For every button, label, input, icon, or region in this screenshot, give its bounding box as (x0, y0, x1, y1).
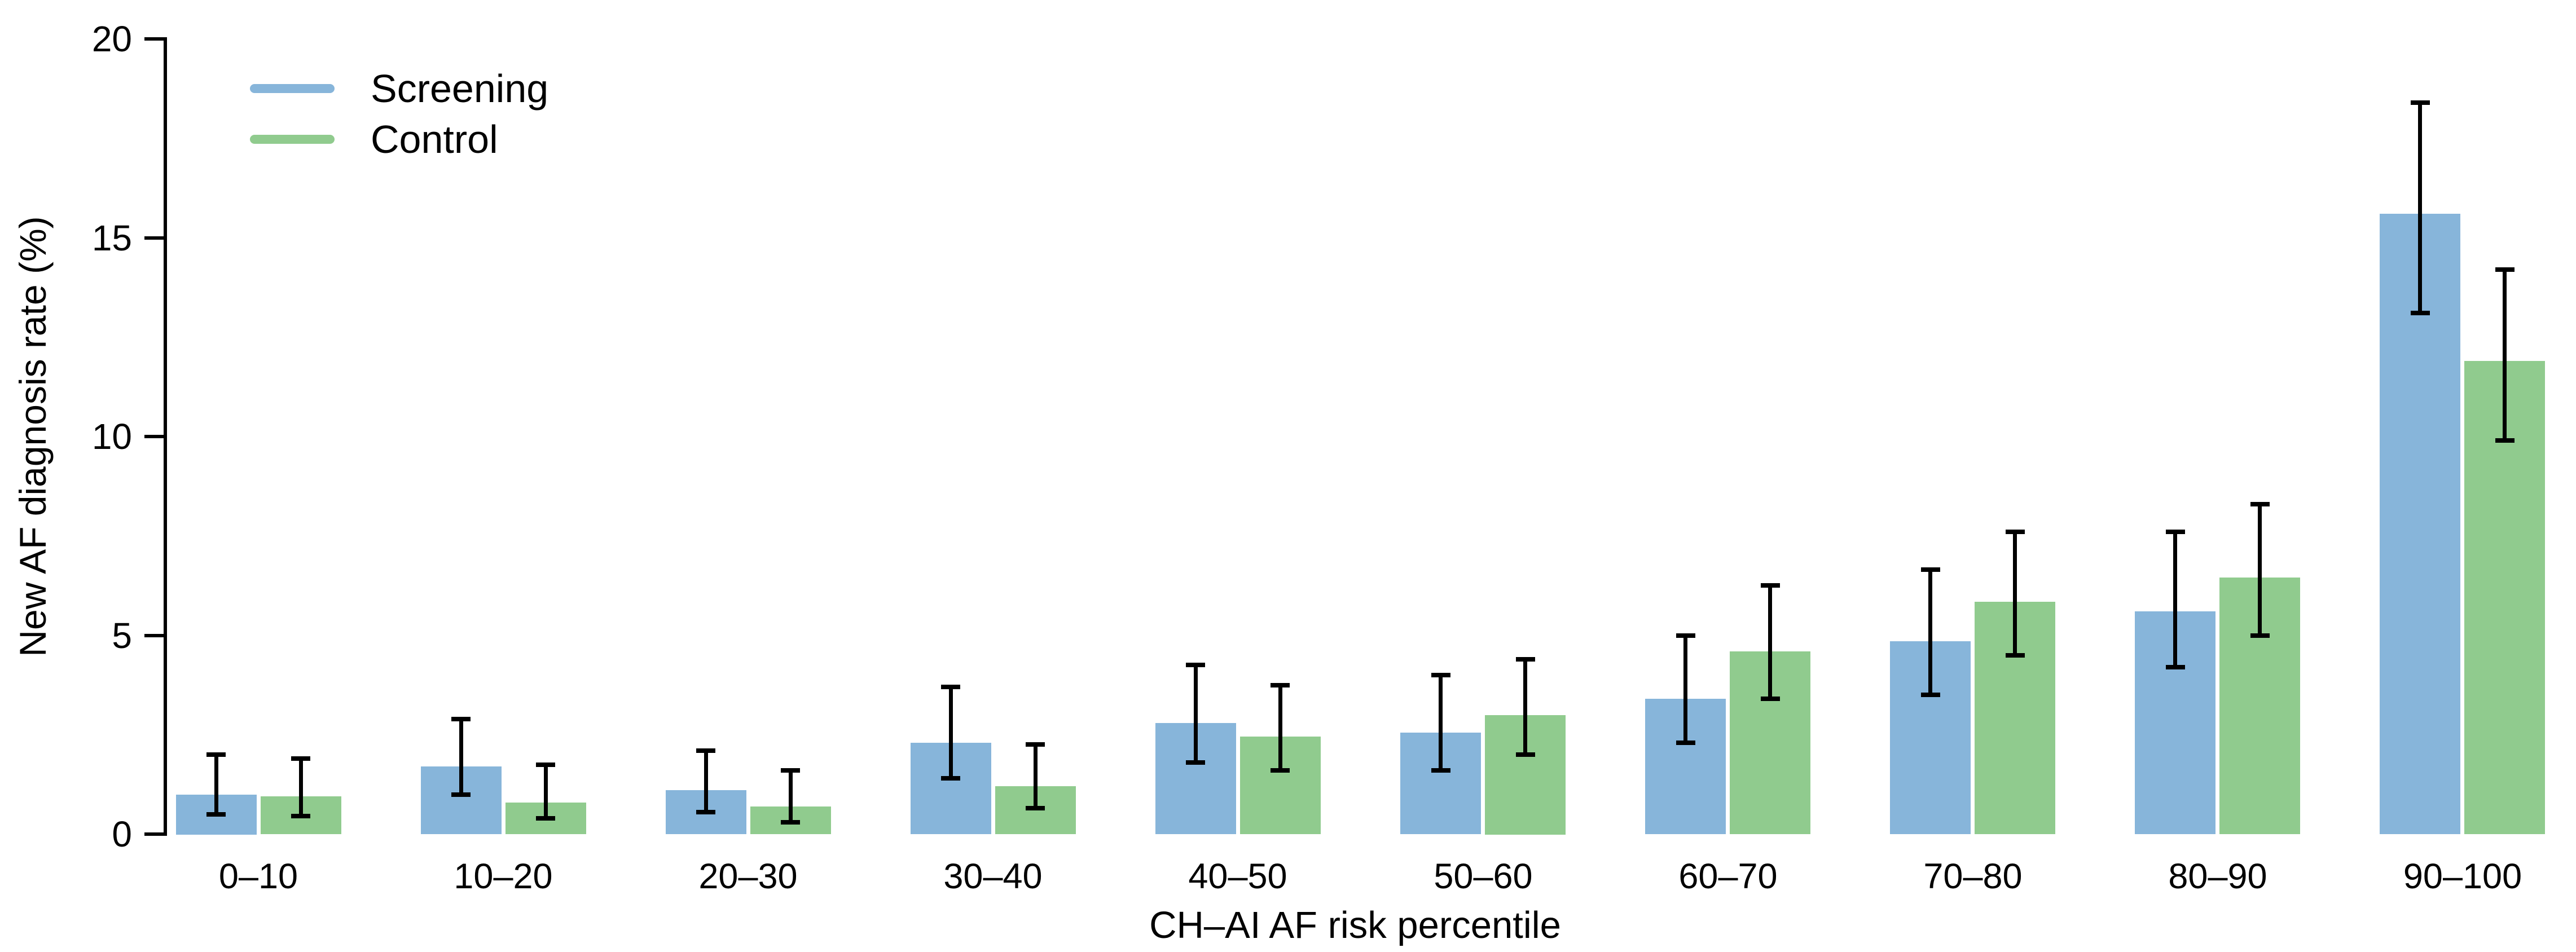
error-bar-cap-top (2250, 502, 2270, 506)
error-bar-line (2258, 504, 2262, 636)
error-bar-line (949, 687, 953, 778)
x-label-60–70: 60–70 (1678, 857, 1778, 896)
error-bar-cap-top (2166, 530, 2185, 534)
error-bar-cap-bottom (1921, 693, 1940, 697)
error-bar-cap-bottom (1516, 752, 1535, 757)
error-bar-line (544, 765, 548, 818)
error-bar-cap-bottom (451, 792, 471, 797)
error-bar-cap-bottom (2411, 311, 2430, 315)
y-axis-line (164, 37, 167, 836)
y-tick-15 (144, 236, 164, 240)
error-bar-line (459, 719, 463, 795)
error-bar-cap-top (1676, 633, 1695, 638)
y-tick-label-10: 10 (91, 416, 132, 457)
error-bar-line (2503, 270, 2507, 440)
error-bar-line (1439, 675, 1443, 770)
error-bar-cap-top (2411, 100, 2430, 105)
x-label-30–40: 30–40 (943, 857, 1043, 896)
error-bar-cap-top (536, 763, 555, 767)
error-bar-cap-bottom (1431, 768, 1450, 773)
error-bar-line (1768, 585, 1772, 699)
y-tick-20 (144, 37, 164, 41)
error-bar-cap-top (781, 768, 800, 773)
error-bar-line (1683, 636, 1687, 743)
error-bar-cap-top (451, 717, 471, 721)
error-bar-cap-top (1026, 742, 1045, 747)
y-tick-label-0: 0 (112, 814, 132, 854)
error-bar-cap-bottom (2250, 633, 2270, 638)
x-label-10–20: 10–20 (454, 857, 553, 896)
error-bar-cap-bottom (291, 814, 310, 818)
error-bar-cap-top (1431, 673, 1450, 677)
x-label-20–30: 20–30 (698, 857, 798, 896)
error-bar-cap-bottom (2166, 665, 2185, 669)
error-bar-line (2418, 103, 2422, 314)
bar-screening-90–100 (2380, 214, 2460, 834)
x-label-70–80: 70–80 (1923, 857, 2023, 896)
y-tick-0 (144, 832, 164, 836)
error-bar-line (299, 759, 303, 816)
error-bar-line (789, 770, 793, 822)
error-bar-cap-bottom (1271, 768, 1290, 773)
error-bar-cap-top (1186, 663, 1205, 667)
error-bar-line (1194, 665, 1198, 763)
y-tick-label-15: 15 (91, 218, 132, 258)
error-bar-line (704, 751, 708, 812)
error-bar-cap-top (1921, 567, 1940, 572)
legend-label-screening: Screening (371, 67, 549, 111)
legend-swatch-control (250, 135, 335, 144)
error-bar-cap-top (941, 685, 960, 689)
error-bar-cap-top (2006, 530, 2025, 534)
error-bar-cap-top (1761, 583, 1780, 588)
legend-swatch-screening (250, 84, 335, 93)
error-bar-cap-bottom (781, 820, 800, 825)
error-bar-cap-bottom (1026, 806, 1045, 810)
error-bar-line (1928, 570, 1932, 695)
error-bar-cap-top (1516, 657, 1535, 662)
x-label-90–100: 90–100 (2403, 857, 2522, 896)
error-bar-cap-top (291, 756, 310, 761)
y-tick-5 (144, 634, 164, 637)
error-bar-cap-bottom (2006, 653, 2025, 658)
error-bar-line (1523, 659, 1527, 755)
error-bar-line (2173, 532, 2177, 667)
error-bar-line (2013, 532, 2017, 655)
error-bar-cap-bottom (2495, 438, 2515, 443)
error-bar-cap-top (696, 748, 715, 753)
error-bar-line (1278, 685, 1282, 771)
x-label-40–50: 40–50 (1188, 857, 1287, 896)
error-bar-cap-bottom (1186, 760, 1205, 765)
error-bar-cap-top (206, 752, 226, 757)
x-label-80–90: 80–90 (2168, 857, 2267, 896)
error-bar-cap-bottom (536, 816, 555, 821)
error-bar-line (214, 755, 218, 814)
y-tick-label-20: 20 (91, 19, 132, 59)
x-label-0–10: 0–10 (218, 857, 298, 896)
legend-label-control: Control (371, 117, 498, 161)
error-bar-cap-bottom (941, 776, 960, 781)
error-bar-cap-bottom (1676, 741, 1695, 745)
error-bar-line (1034, 744, 1038, 808)
y-tick-label-5: 5 (112, 615, 132, 656)
error-bar-cap-bottom (1761, 697, 1780, 701)
x-label-50–60: 50–60 (1434, 857, 1533, 896)
y-tick-10 (144, 435, 164, 438)
error-bar-cap-top (2495, 267, 2515, 272)
error-bar-cap-bottom (696, 810, 715, 814)
error-bar-cap-bottom (206, 812, 226, 817)
error-bar-cap-top (1271, 683, 1290, 687)
x-axis-title: CH–AI AF risk percentile (1149, 904, 1561, 946)
